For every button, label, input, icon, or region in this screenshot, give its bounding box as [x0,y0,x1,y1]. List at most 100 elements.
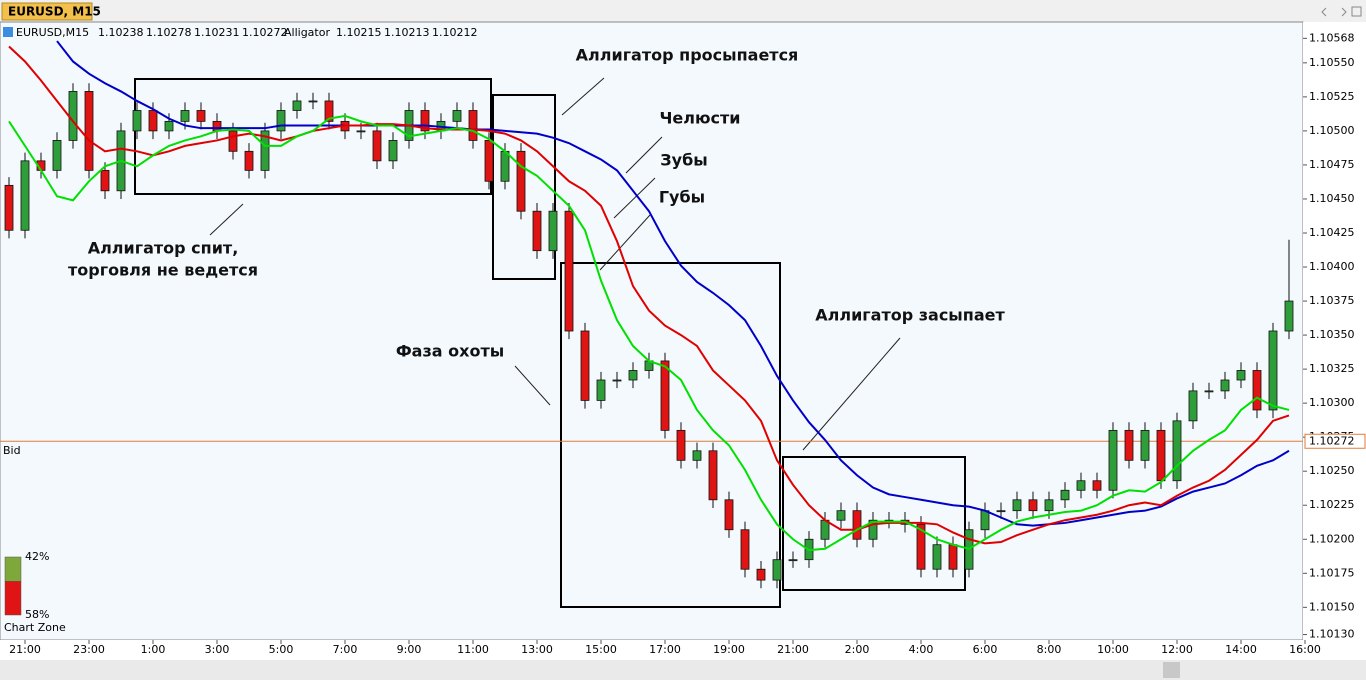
candle-body [1252,370,1262,411]
y-tick-label: 1.10250 [1309,464,1355,477]
candle-body [1268,330,1278,411]
candle-body [724,499,734,531]
y-tick-label: 1.10525 [1309,90,1355,103]
candle-body [1028,499,1038,512]
y-tick-label: 1.10400 [1309,260,1355,273]
quote-value: 1.10272 [242,26,288,39]
y-tick-label: 1.10175 [1309,566,1355,579]
candle-body [980,510,990,531]
candle-body [1108,429,1118,491]
candle-body [212,120,222,132]
x-tick-label: 1:00 [141,643,166,656]
x-tick-label: 13:00 [521,643,553,656]
candle-body [1236,370,1246,381]
candle-body [308,100,318,103]
candle-body [756,568,766,581]
y-tick-label: 1.10130 [1309,628,1355,641]
axes: 1.10568 1.10550 1.10525 1.10500 1.10475 1.104… [4,31,1366,656]
symbol-tab-label[interactable]: EURUSD, M15 [8,5,101,19]
chart-zone-title: Chart Zone [4,621,66,634]
candle-body [292,100,302,111]
annotation: Аллигатор засыпает [815,306,1005,325]
x-tick-label: 4:00 [909,643,934,656]
chart-zone-label: 58% [25,608,49,621]
candle-body [1060,489,1070,501]
candle-body [852,510,862,540]
header-icon [3,27,13,37]
candle-body [164,120,174,132]
annotation: торговля не ведется [68,261,258,280]
y-tick-label: 1.10375 [1309,294,1355,307]
scrollbar[interactable] [0,660,1366,680]
candle-body [564,210,574,332]
candle-body [388,140,398,162]
x-tick-label: 3:00 [205,643,230,656]
chart-zone-bar [4,581,22,616]
candle-body [740,529,750,570]
x-tick-label: 23:00 [73,643,105,656]
x-tick-label: 2:00 [845,643,870,656]
annotation: Зубы [660,151,707,170]
candle-body [836,510,846,521]
candle-body [612,379,622,382]
quote-value: 1.10231 [194,26,240,39]
x-tick-label: 12:00 [1161,643,1193,656]
wake-box [492,94,556,280]
scrollbar-thumb[interactable] [1163,662,1180,678]
annotation-pointers [209,77,901,451]
x-tick-label: 16:00 [1289,643,1321,656]
pointer [561,77,605,116]
x-tick-label: 7:00 [333,643,358,656]
candle-body [548,210,558,252]
candle-body [324,100,334,122]
y-tick-label: 1.10568 [1309,31,1355,44]
symbol-tab[interactable] [1,2,93,21]
candle-body [628,370,638,381]
x-tick-label: 6:00 [973,643,998,656]
y-tick-label: 1.10450 [1309,192,1355,205]
y-tick-label: 1.10425 [1309,226,1355,239]
pointer [599,214,651,271]
chart-title: EURUSD,M15 [16,26,89,39]
top-bar [0,0,1366,22]
candle-body [84,91,94,171]
annotation-boxes [134,78,966,608]
x-tick-label: 10:00 [1097,643,1129,656]
candle-body [20,160,30,231]
price-chart [0,40,1303,589]
candle-body [276,110,286,132]
hunt-box [560,262,781,608]
candle-body [260,130,270,171]
x-tick-label: 11:00 [457,643,489,656]
candle-body [676,429,686,461]
candle-body [820,519,830,540]
candle-body [516,150,526,212]
y-tick-label: 1.10300 [1309,396,1355,409]
scroll-icons[interactable] [1321,7,1347,17]
candle-body [228,130,238,152]
candle-body [868,519,878,540]
window-controls[interactable] [1321,6,1362,17]
candle-body [1284,300,1294,332]
indicator-value: 1.10215 [336,26,382,39]
annotation: Челюсти [659,109,740,128]
falling-asleep-box [782,456,966,591]
candle-body [500,150,510,182]
candle-body [788,559,798,562]
candle-body [996,510,1006,513]
quote-value: 1.10238 [98,26,144,39]
y-tick-label: 1.10350 [1309,328,1355,341]
sleep-box [134,78,492,195]
candle-body [196,110,206,122]
y-tick-label: 1.10475 [1309,158,1355,171]
maximize-icon[interactable] [1351,6,1362,17]
candle-body [596,379,606,401]
alligator-line [8,114,1290,552]
x-tick-label: 21:00 [9,643,41,656]
candle-body [1044,499,1054,512]
candle-body [452,110,462,122]
x-tick-label: 15:00 [585,643,617,656]
pointer [802,337,901,451]
candle-body [916,523,926,570]
